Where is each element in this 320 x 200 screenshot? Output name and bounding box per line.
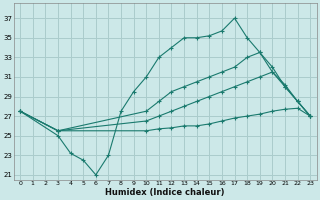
X-axis label: Humidex (Indice chaleur): Humidex (Indice chaleur) <box>106 188 225 197</box>
